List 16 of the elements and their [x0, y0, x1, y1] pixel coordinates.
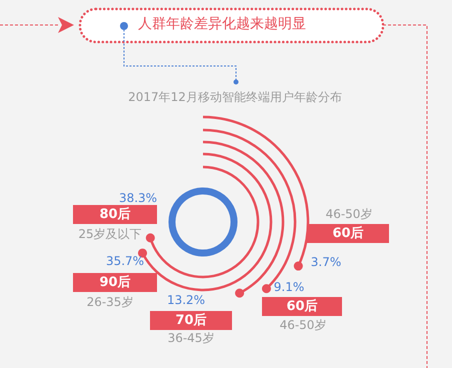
text: 26-35岁: [86, 295, 134, 309]
data-label: 13.2%: [166, 293, 206, 307]
text: 25岁及以下: [78, 227, 142, 241]
text: 46-50岁: [326, 207, 372, 221]
category-label: 90后: [99, 274, 131, 290]
category-label: 80后: [99, 206, 131, 222]
data-label: 9.1%: [274, 280, 304, 294]
category-label: 70后: [175, 312, 207, 328]
category-label: 60后: [286, 298, 318, 314]
data-label: 3.7%: [310, 255, 342, 269]
data-label: 35.7%: [106, 254, 144, 268]
text: 36-45岁: [168, 331, 214, 345]
text: 46-50岁: [280, 318, 326, 332]
text: 2017年12月移动智能终端用户年龄分布: [128, 90, 342, 104]
category-label: 60后: [332, 225, 364, 241]
data-label: 38.3%: [118, 191, 158, 205]
